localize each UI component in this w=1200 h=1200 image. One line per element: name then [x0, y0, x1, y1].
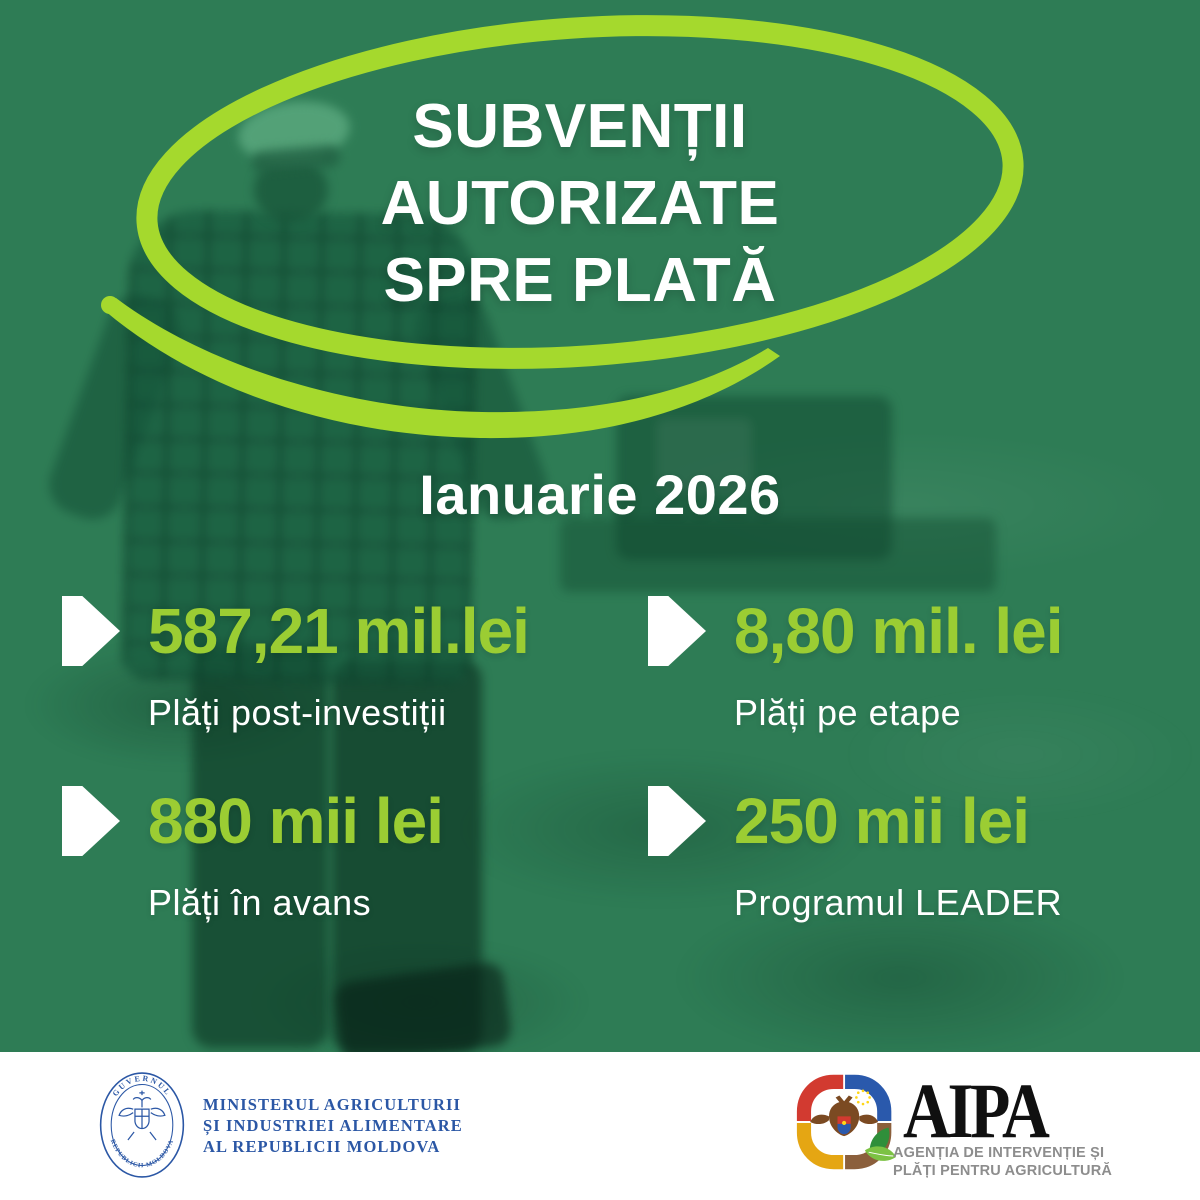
ministry-line-2: ȘI INDUSTRIEI ALIMENTARE: [203, 1116, 463, 1135]
stat-label: Plăți post-investiții: [148, 692, 447, 733]
seal-coat-of-arms: [118, 1090, 166, 1141]
page-title: SUBVENȚII AUTORIZATE SPRE PLATĂ: [0, 88, 1180, 319]
seal-bottom-text: REPUBLICII MOLDOVA: [109, 1138, 175, 1169]
moldova-government-seal-icon: GUVERNUL REPUBLICII MOLDOVA: [99, 1072, 185, 1178]
arrow-right-icon: [62, 596, 120, 666]
stat-in-avans: 880 mii lei Plăți în avans: [62, 785, 444, 924]
title-line-2: AUTORIZATE: [380, 169, 780, 238]
title-line-3: SPRE PLATĂ: [383, 246, 777, 315]
stat-head: 880 mii lei: [62, 785, 444, 857]
aipa-full-name: AGENȚIA DE INTERVENȚIE ȘI PLĂȚI PENTRU A…: [893, 1144, 1113, 1180]
title-line-1: SUBVENȚII: [412, 92, 748, 161]
eu-stars: [855, 1089, 871, 1106]
stat-value: 8,80 mil. lei: [734, 595, 1064, 667]
stat-value: 587,21 mil.lei: [148, 595, 530, 667]
ministry-name: MINISTERUL AGRICULTURII ȘI INDUSTRIEI AL…: [203, 1094, 463, 1157]
ministry-line-1: MINISTERUL AGRICULTURII: [203, 1095, 462, 1114]
stat-value: 250 mii lei: [734, 785, 1030, 857]
leaf-icons: [864, 1127, 897, 1161]
svg-text:REPUBLICII MOLDOVA: REPUBLICII MOLDOVA: [109, 1138, 175, 1169]
stat-head: 587,21 mil.lei: [62, 595, 530, 667]
ministry-line-3: AL REPUBLICII MOLDOVA: [203, 1137, 441, 1156]
stat-label: Plăți pe etape: [734, 692, 962, 733]
stat-leader: 250 mii lei Programul LEADER: [648, 786, 1062, 924]
arrow-right-icon: [648, 786, 706, 856]
stat-value: 880 mii lei: [148, 785, 444, 857]
stat-head: 8,80 mil. lei: [648, 595, 1064, 667]
footer-bar: GUVERNUL REPUBLICII MOLDOVA MINISTERUL A…: [0, 1052, 1200, 1200]
aipa-name-line-2: PLĂȚI PENTRU AGRICULTURĂ: [893, 1163, 1113, 1179]
stat-label: Plăți în avans: [148, 882, 372, 923]
stat-pe-etape: 8,80 mil. lei Plăți pe etape: [648, 595, 1064, 734]
aipa-name-line-1: AGENȚIA DE INTERVENȚIE ȘI: [893, 1145, 1105, 1161]
arrow-right-icon: [62, 786, 120, 856]
stat-label: Programul LEADER: [734, 882, 1063, 923]
arrow-right-icon: [648, 596, 706, 666]
month-subtitle: Ianuarie 2026: [419, 463, 781, 526]
stat-head: 250 mii lei: [648, 786, 1062, 856]
stat-post-investitii: 587,21 mil.lei Plăți post-investiții: [62, 595, 530, 734]
aipa-shield-logo-icon: [796, 1074, 897, 1170]
moldova-coat-of-arms: [810, 1095, 879, 1137]
aipa-acronym: AIPA: [903, 1067, 1050, 1154]
